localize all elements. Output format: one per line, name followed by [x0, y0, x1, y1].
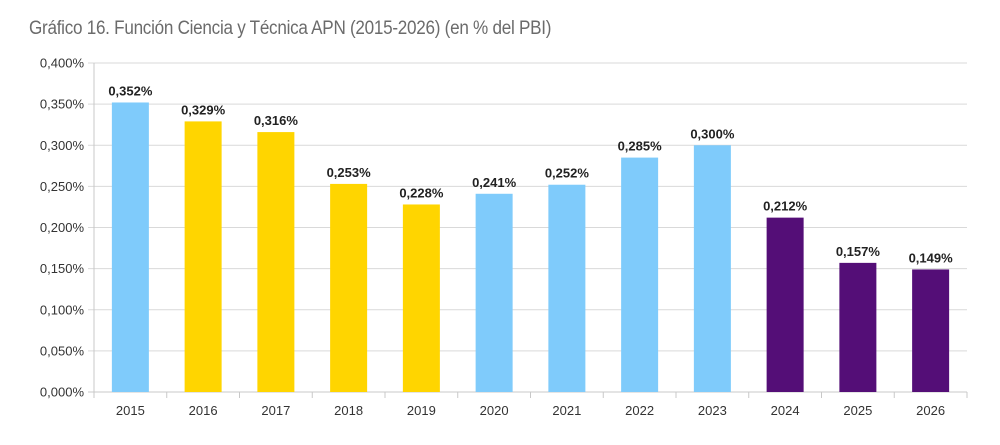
y-tick-label: 0,350% — [40, 97, 85, 112]
y-tick-label: 0,250% — [40, 179, 85, 194]
bar-2022 — [621, 157, 659, 392]
data-label-2018: 0,253% — [327, 165, 372, 180]
data-label-2025: 0,157% — [836, 244, 881, 259]
data-label-2019: 0,228% — [399, 185, 444, 200]
data-label-2021: 0,252% — [545, 166, 590, 181]
data-label-2015: 0,352% — [108, 83, 153, 98]
bars — [111, 102, 950, 393]
y-tick-label: 0,200% — [40, 220, 85, 235]
bar-2020 — [475, 193, 513, 392]
data-labels: 0,352% 0,329% 0,316% 0,253% 0,228% 0,241% 0,25… — [108, 83, 953, 265]
x-axis: 2015 2016 2017 2018 2019 2020 2021 2022 2023 2024… — [93, 392, 968, 418]
bar-2019 — [402, 204, 440, 392]
x-tick-label: 2025 — [843, 403, 872, 418]
data-label-2020: 0,241% — [472, 175, 517, 190]
x-tick-label: 2024 — [771, 403, 800, 418]
bar-2017 — [257, 132, 295, 392]
x-tick-label: 2016 — [189, 403, 218, 418]
y-tick-label: 0,400% — [40, 56, 85, 71]
data-label-2016: 0,329% — [181, 102, 226, 117]
x-tick-label: 2019 — [407, 403, 436, 418]
data-label-2022: 0,285% — [618, 139, 663, 154]
bar-2024 — [766, 217, 804, 392]
bar-2016 — [184, 121, 222, 393]
bar-2021 — [548, 184, 586, 392]
data-label-2017: 0,316% — [254, 113, 299, 128]
bar-2023 — [693, 145, 731, 392]
x-tick-label: 2017 — [261, 403, 290, 418]
bar-2018 — [330, 183, 368, 392]
data-label-2023: 0,300% — [690, 126, 735, 141]
bar-2025 — [839, 262, 877, 392]
x-tick-label: 2018 — [334, 403, 363, 418]
y-tick-label: 0,150% — [40, 261, 85, 276]
x-tick-label: 2020 — [480, 403, 509, 418]
x-tick-label: 2021 — [552, 403, 581, 418]
y-tick-label: 0,100% — [40, 302, 85, 317]
y-tick-label: 0,050% — [40, 343, 85, 358]
y-axis: 0,000% 0,050% 0,100% 0,150% 0,200% 0,250% 0,30… — [40, 56, 95, 400]
bar-2015 — [111, 102, 149, 392]
y-tick-label: 0,000% — [40, 385, 85, 400]
gridlines — [88, 62, 967, 393]
x-tick-label: 2022 — [625, 403, 654, 418]
data-label-2024: 0,212% — [763, 199, 808, 214]
data-label-2026: 0,149% — [909, 250, 954, 265]
x-tick-label: 2026 — [916, 403, 945, 418]
y-tick-label: 0,300% — [40, 138, 85, 153]
x-tick-label: 2023 — [698, 403, 727, 418]
chart-title: Gráfico 16. Función Ciencia y Técnica AP… — [29, 18, 552, 39]
bar-2026 — [912, 269, 950, 392]
x-tick-label: 2015 — [116, 403, 145, 418]
